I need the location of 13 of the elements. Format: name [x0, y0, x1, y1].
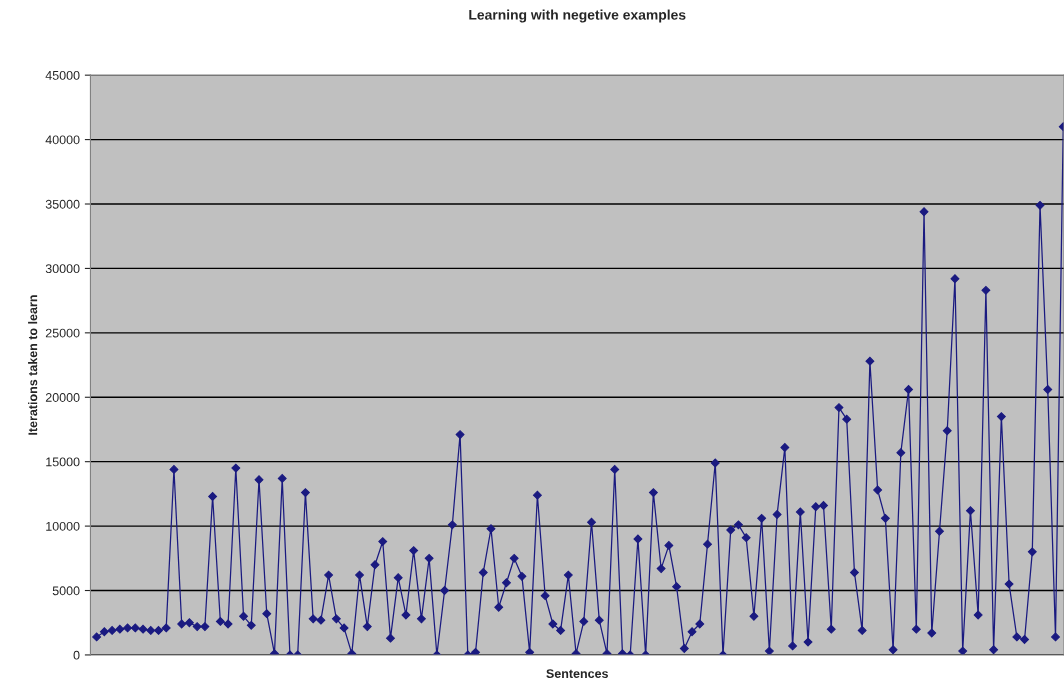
- y-tick-label: 15000: [46, 457, 80, 467]
- y-tick-label: 20000: [45, 393, 80, 402]
- y-axis-title: Iterations taken to learn: [28, 295, 38, 435]
- x-axis-title: Sentences: [546, 669, 608, 679]
- y-tick-label: 5000: [52, 586, 80, 596]
- y-tick-label: 30000: [45, 264, 80, 274]
- y-tick-label: 10000: [46, 521, 80, 531]
- y-tick-label: 35000: [45, 199, 80, 209]
- y-tick-label: 25000: [45, 328, 80, 338]
- y-tick-label: 0: [73, 650, 80, 660]
- y-tick-label: 45000: [45, 70, 80, 80]
- chart-title: Learning with negetive examples: [469, 9, 686, 23]
- y-tick-label: 40000: [45, 135, 80, 145]
